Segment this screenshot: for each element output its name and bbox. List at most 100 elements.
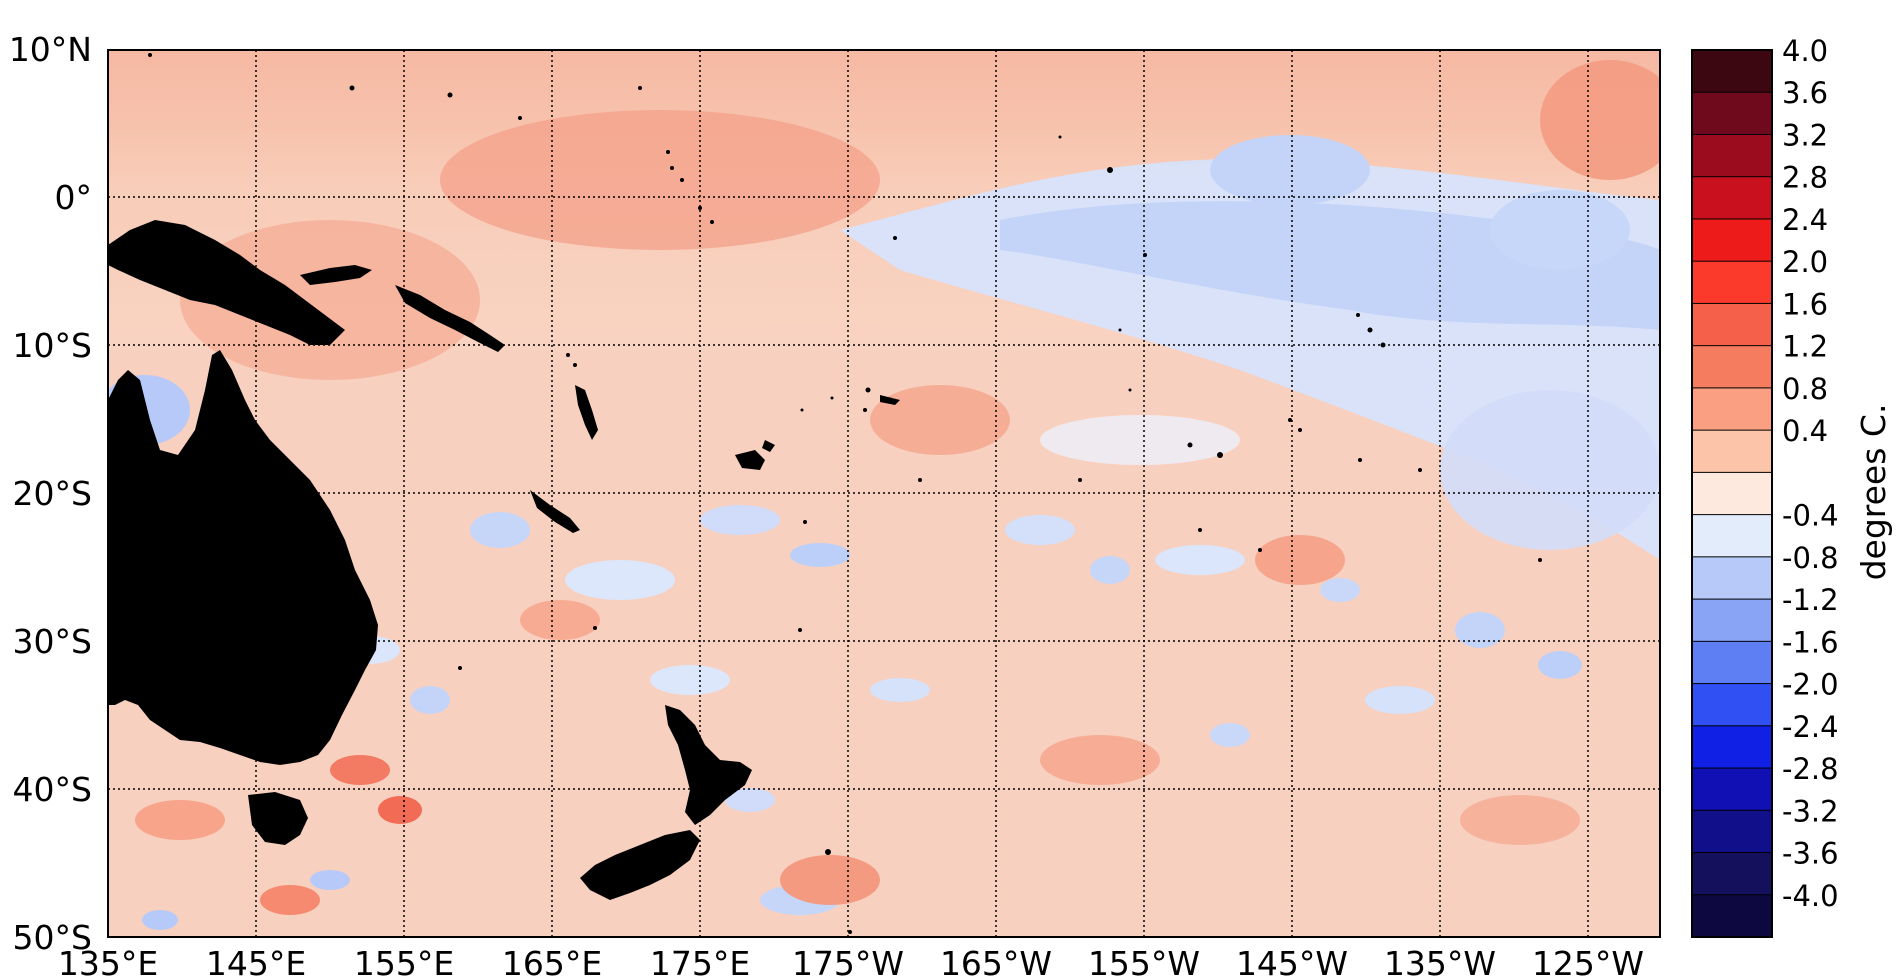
warm-anomaly-ne (1540, 60, 1660, 180)
new-zealand-south-island (580, 830, 700, 900)
colorbar-bin (1691, 260, 1773, 305)
lon-label-155e: 155°E (354, 944, 454, 980)
colorbar-frame (1691, 49, 1773, 938)
cool-patch (700, 505, 780, 535)
lon-label-175e: 175°E (650, 944, 750, 980)
colorbar-tick-label: 2.4 (1782, 203, 1828, 237)
colorbar-tick-label: 1.6 (1782, 287, 1828, 321)
lon-label-175w: 175°W (792, 944, 904, 980)
lon-label-165w: 165°W (940, 944, 1052, 980)
warm-patch (1255, 535, 1345, 585)
lon-label-145w: 145°W (1236, 944, 1348, 980)
cool-patch (1538, 651, 1582, 679)
colorbar-tick-label: -2.8 (1782, 752, 1839, 786)
colorbar-bin (1691, 556, 1773, 601)
warm-patch (378, 796, 422, 824)
colorbar-tick-label: 4.0 (1782, 34, 1828, 68)
colorbar-tick-label: -0.4 (1782, 499, 1839, 533)
colorbar-bin (1691, 471, 1773, 516)
colorbar-bin (1691, 218, 1773, 263)
warm-patch (780, 855, 880, 905)
colorbar-bin (1691, 598, 1773, 643)
colorbar-tick-label: -1.2 (1782, 583, 1839, 617)
cool-patch (870, 678, 930, 702)
map-plot-area (108, 50, 1660, 937)
colorbar-tick-label: -2.4 (1782, 710, 1839, 744)
cool-patch (650, 665, 730, 695)
lat-label-0: 0° (55, 178, 93, 217)
warm-patch (260, 885, 320, 915)
map-frame (107, 49, 1661, 938)
lat-label-40s: 40°S (13, 770, 92, 809)
fiji-islands (735, 440, 775, 470)
new-guinea-landmass (108, 220, 345, 345)
colorbar-bin (1691, 91, 1773, 136)
longitude-labels: 135°E 145°E 155°E 165°E 175°E 175°W 165°… (58, 944, 1644, 980)
cool-anomaly-band-s (1440, 390, 1660, 550)
warm-patch (1040, 735, 1160, 785)
lat-label-10s: 10°S (13, 326, 92, 365)
cool-patch (410, 686, 450, 714)
colorbar-tick-label: -1.6 (1782, 625, 1839, 659)
lon-label-155w: 155°W (1088, 944, 1200, 980)
cool-patch (565, 560, 675, 600)
tasmania-landmass (248, 792, 308, 845)
cool-patch (725, 788, 775, 812)
lon-label-165e: 165°E (502, 944, 602, 980)
cool-patch (1210, 723, 1250, 747)
colorbar-bin (1691, 767, 1773, 812)
warm-patch (1460, 795, 1580, 845)
cool-anomaly-e (1490, 190, 1630, 270)
lon-label-125w: 125°W (1532, 944, 1644, 980)
colorbar-bin (1691, 49, 1773, 94)
colorbar-tick-label: -2.0 (1782, 668, 1839, 702)
new-caledonia (530, 490, 580, 533)
new-britain (300, 265, 372, 285)
lon-label-135w: 135°W (1384, 944, 1496, 980)
warm-anomaly-w (180, 220, 480, 380)
colorbar-tick-label: 1.2 (1782, 330, 1828, 364)
colorbar-bin (1691, 640, 1773, 685)
small-islands (148, 53, 1542, 934)
colorbar-bin (1691, 514, 1773, 558)
vanuatu-islands (575, 385, 598, 440)
gridlines (108, 50, 1660, 937)
colorbar-bin (1691, 683, 1773, 727)
cool-patch (1320, 578, 1360, 602)
cool-patch (1040, 415, 1240, 465)
cool-patch (1455, 612, 1505, 648)
warm-patch (330, 755, 390, 785)
colorbar-tick-label: -4.0 (1782, 879, 1839, 913)
colorbar-bin (1691, 894, 1773, 938)
colorbar-bin (1691, 176, 1773, 220)
colorbar-tick-label: 2.0 (1782, 245, 1828, 279)
cool-patch (790, 543, 850, 567)
colorbar-label: degrees C. (1854, 404, 1893, 581)
colorbar-bin (1691, 809, 1773, 854)
warm-core-anomaly (440, 110, 880, 250)
colorbar-tick-label: -3.2 (1782, 794, 1839, 828)
colorbar-tick-label: -0.8 (1782, 541, 1839, 575)
cool-patch (1155, 545, 1245, 575)
cool-patch (1090, 556, 1130, 584)
cool-anomaly-n (1210, 135, 1370, 205)
warm-patch (870, 385, 1010, 455)
colorbar-bin (1691, 387, 1773, 432)
lat-label-50s: 50°S (13, 918, 92, 957)
colorbar-bin (1691, 725, 1773, 770)
australia-landmass (108, 350, 378, 765)
colorbar-tick-label: -3.6 (1782, 837, 1839, 871)
cool-patch (310, 870, 350, 890)
lon-label-135e: 135°E (58, 944, 158, 980)
colorbar-bin (1691, 429, 1773, 474)
cool-patch (470, 512, 530, 548)
lat-label-20s: 20°S (13, 474, 92, 513)
colorbar: 4.0 3.6 3.2 2.8 2.4 2.0 1.6 1.2 0.8 0.4 -0.4 -0.8 -1… (1691, 34, 1839, 938)
colorbar-tick-label: 0.8 (1782, 372, 1828, 406)
colorbar-tick-label: 3.6 (1782, 76, 1828, 110)
latitude-labels: 10°N 0° 10°S 20°S 30°S 40°S 50°S (9, 30, 92, 957)
lat-label-10n: 10°N (9, 30, 92, 69)
solomon-islands (395, 285, 505, 352)
colorbar-tick-label: 0.4 (1782, 414, 1828, 448)
